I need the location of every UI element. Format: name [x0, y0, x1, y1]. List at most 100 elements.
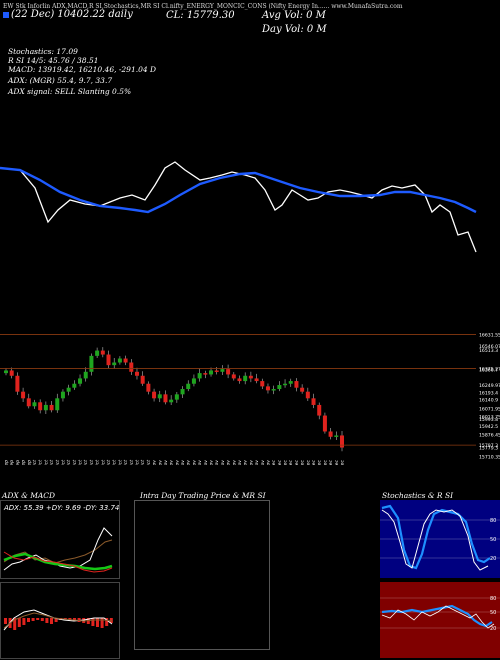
date-tick-label: 24 Nov: [243, 460, 249, 465]
moving-average-line: [0, 166, 477, 214]
close-price-label: CL: 15779.30: [166, 10, 235, 21]
candle-body: [226, 369, 231, 375]
candle-body: [4, 370, 8, 374]
intraday-panel: [134, 500, 270, 650]
candle-body: [117, 358, 122, 363]
date-tick-label: 31 Oct: [146, 460, 152, 465]
date-tick-label: 11 Oct: [72, 460, 78, 465]
date-tick-group: 25 Sep26 Sep27 Sep28 Sep29 Sep02 Oct03 O…: [4, 460, 346, 465]
date-tick-label: 04 Dec: [277, 460, 283, 465]
date-tick-label: 23 Nov: [237, 460, 243, 465]
macd-bar: [17, 618, 21, 627]
adx-macd-panel: ADX: 55.39 +DY: 9.69 -DY: 33.74: [0, 500, 120, 659]
date-legend-swatch: [3, 12, 9, 18]
date-tick-label: 17 Oct: [95, 460, 101, 465]
candle-body: [163, 394, 168, 403]
candle-body: [123, 358, 128, 363]
date-tick-label: 29 Nov: [260, 460, 266, 465]
stoch-blue-line: [381, 504, 491, 570]
candle-body: [317, 404, 322, 416]
rsi-readout: R SI 14/5: 45.76 / 38.51: [8, 56, 99, 65]
date-tick-label: 03 Oct: [38, 460, 44, 465]
candle-body: [60, 391, 65, 399]
date-tick-label: 19 Dec: [340, 460, 346, 465]
adx-values-text: ADX: 55.39 +DY: 9.69 -DY: 33.74: [3, 504, 119, 512]
macd-bar: [40, 618, 44, 621]
price-tick-label: 16013.75: [479, 414, 500, 420]
date-tick-label: 27 Sep: [15, 460, 21, 465]
adx-signal-readout: ADX signal: SELL Slanting 0.5%: [8, 87, 132, 96]
candle-body: [152, 391, 157, 399]
price-tick-label: 16546.07: [479, 344, 500, 350]
price-tick-label: 15779.3: [479, 445, 498, 451]
price-tick-label: 16513.3: [479, 348, 498, 354]
day-volume-label: Day Vol: 0 M: [262, 24, 327, 35]
date-tick-label: 26 Sep: [9, 460, 15, 465]
adx-green-line: [3, 552, 113, 571]
rsi-white-line: [381, 605, 495, 629]
candle-body: [21, 391, 26, 399]
price-tick-label: 16375.27: [479, 366, 500, 372]
date-tick-label: 08 Nov: [180, 460, 186, 465]
candle-body: [38, 402, 43, 411]
date-tick-label: 05 Oct: [49, 460, 55, 465]
candle-body: [95, 350, 100, 356]
price-tick-label: 16071.95: [479, 407, 500, 413]
macd-bar: [54, 618, 58, 622]
date-tick-label: 27 Nov: [248, 460, 254, 465]
date-tick-label: 04 Oct: [43, 460, 49, 465]
candle-body: [55, 398, 60, 411]
price-line: [0, 161, 477, 253]
price-tick-label: 15942.5: [479, 424, 498, 430]
candle-body: [271, 389, 276, 391]
svg-text:80: 80: [490, 518, 496, 524]
price-tick-label: 15797.3: [479, 443, 498, 449]
date-tick-label: 16 Nov: [209, 460, 215, 465]
candle-body: [294, 381, 299, 388]
candle-body: [300, 387, 305, 392]
stochastics-rsi-panel: 80 50 20 80 50 20: [380, 500, 500, 658]
date-tick-label: 20 Oct: [112, 460, 118, 465]
candle-body: [260, 381, 265, 387]
candle-body: [169, 399, 174, 403]
price-tick-label: 15710.35: [479, 455, 500, 461]
date-close-label: (22 Dec) 10402.22 daily: [11, 9, 133, 20]
candle-body: [214, 370, 219, 372]
candle-body: [220, 369, 225, 372]
date-tick-label: 18 Oct: [100, 460, 106, 465]
date-tick-label: 11 Dec: [305, 460, 311, 465]
macd-bar: [63, 618, 67, 619]
candle-body: [157, 394, 162, 399]
macd-bar: [68, 618, 72, 620]
date-tick-label: 28 Sep: [21, 460, 27, 465]
svg-text:50: 50: [490, 537, 496, 543]
candle-body: [305, 391, 310, 399]
candle-body: [277, 385, 282, 390]
date-tick-label: 07 Dec: [294, 460, 300, 465]
date-tick-label: 02 Nov: [157, 460, 163, 465]
candle-body: [231, 374, 236, 379]
adx-panel-title: ADX & MACD: [2, 491, 56, 500]
candle-body: [191, 378, 196, 384]
svg-text:20: 20: [490, 626, 496, 632]
macd-bar: [22, 618, 26, 625]
date-tick-label: 01 Dec: [271, 460, 277, 465]
date-tick-label: 21 Nov: [226, 460, 232, 465]
price-tick-label: 15876.45: [479, 433, 500, 439]
candle-body: [146, 383, 151, 392]
date-tick-label: 13 Dec: [317, 460, 323, 465]
date-tick-label: 06 Dec: [288, 460, 294, 465]
macd-bar: [31, 618, 35, 621]
candle-body: [9, 370, 14, 376]
date-tick-label: 15 Nov: [203, 460, 209, 465]
svg-text:80: 80: [490, 596, 496, 602]
candle-body: [334, 435, 339, 437]
macd-bar: [4, 618, 7, 624]
avg-volume-label: Avg Vol: 0 M: [262, 10, 326, 21]
date-tick-label: 09 Nov: [186, 460, 192, 465]
candle-body: [254, 378, 259, 382]
rsi-blue-line: [381, 604, 493, 628]
date-tick-label: 23 Oct: [117, 460, 123, 465]
